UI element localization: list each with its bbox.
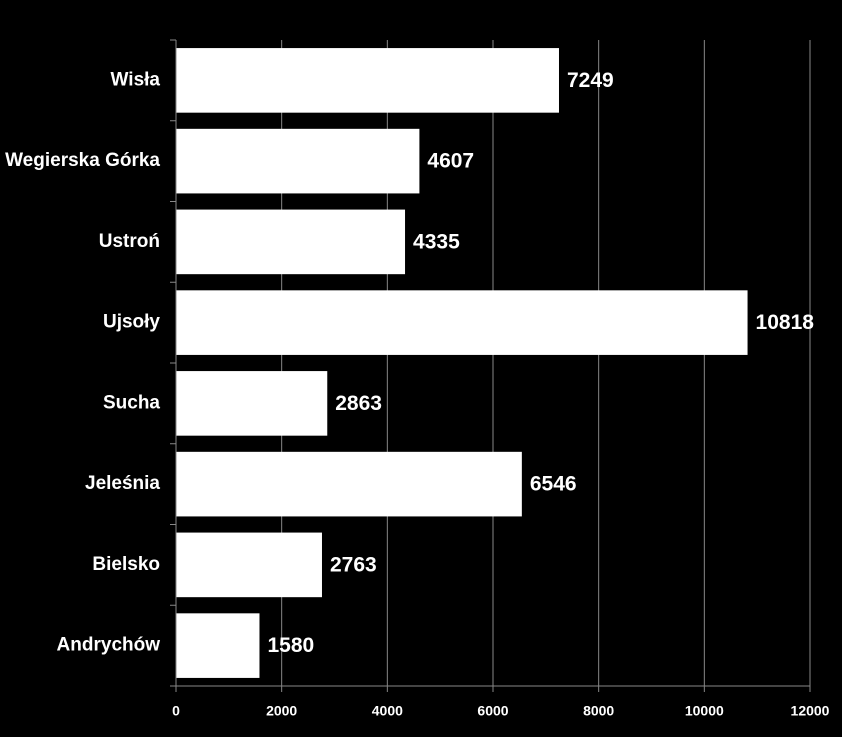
value-label: 6546 bbox=[530, 473, 577, 496]
bar bbox=[176, 532, 322, 598]
value-label: 4607 bbox=[427, 150, 474, 173]
y-tick-label: Andrychów bbox=[57, 635, 161, 656]
x-tick-label: 2000 bbox=[266, 703, 297, 719]
bar bbox=[176, 613, 260, 678]
value-label: 2763 bbox=[330, 553, 377, 576]
y-tick-label: Wegierska Górka bbox=[5, 150, 160, 171]
y-tick-label: Ujsoły bbox=[103, 312, 160, 333]
bar bbox=[176, 451, 522, 517]
x-tick-label: 12000 bbox=[791, 703, 830, 719]
value-label: 10818 bbox=[756, 311, 815, 334]
value-label: 7249 bbox=[567, 69, 614, 92]
y-tick-label: Sucha bbox=[103, 392, 160, 413]
bar bbox=[176, 48, 559, 113]
bar bbox=[176, 128, 420, 194]
bar bbox=[176, 209, 406, 275]
x-tick-label: 10000 bbox=[685, 703, 724, 719]
value-label: 1580 bbox=[267, 634, 314, 657]
x-tick-label: 8000 bbox=[583, 703, 614, 719]
x-tick-label: 6000 bbox=[477, 703, 508, 719]
x-tick-label: 4000 bbox=[372, 703, 403, 719]
bar bbox=[176, 371, 328, 436]
y-tick-label: Ustroń bbox=[99, 231, 160, 252]
y-tick-label: Jeleśnia bbox=[85, 473, 160, 494]
bar bbox=[176, 290, 748, 355]
value-label: 4335 bbox=[413, 230, 460, 253]
y-tick-label: Wisła bbox=[111, 69, 161, 90]
y-tick-label: Bielsko bbox=[92, 554, 160, 575]
value-label: 2863 bbox=[335, 392, 382, 415]
x-tick-label: 0 bbox=[172, 703, 180, 719]
